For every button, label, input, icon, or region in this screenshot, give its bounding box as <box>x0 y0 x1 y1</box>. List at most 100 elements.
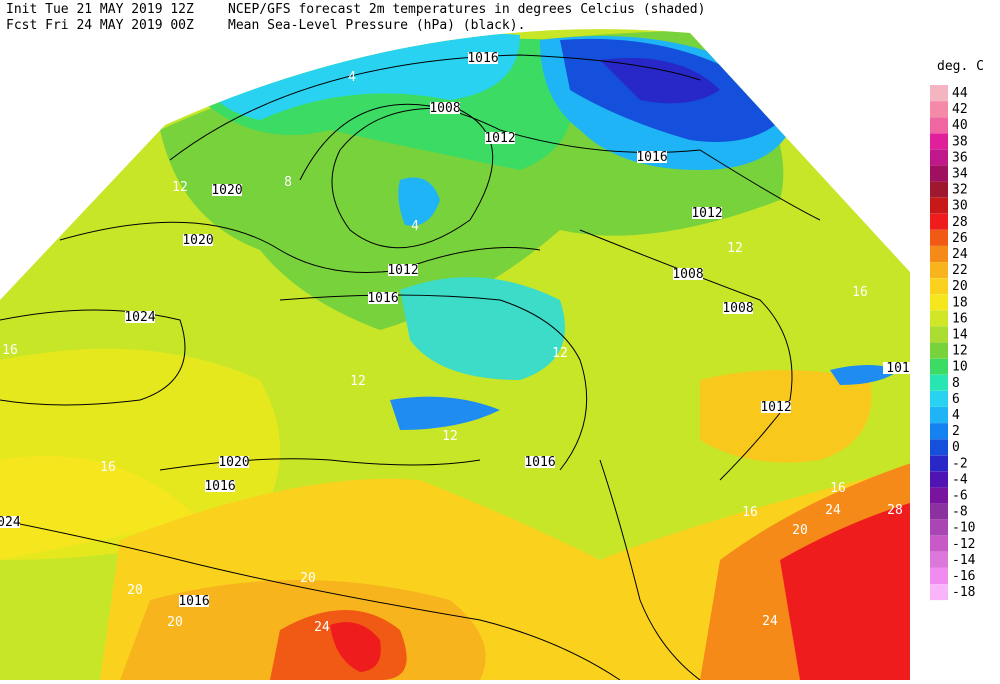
legend-label: 18 <box>952 295 968 310</box>
isobar-label-box <box>368 292 398 304</box>
temperature-label: 28 <box>887 503 903 518</box>
legend-swatch <box>930 101 948 118</box>
temperature-label: 20 <box>300 571 316 586</box>
legend-label: -2 <box>952 456 968 471</box>
legend-label: -8 <box>952 505 968 520</box>
legend-label: 22 <box>952 263 968 278</box>
legend-label: 40 <box>952 118 968 133</box>
isobar-label-box <box>761 401 791 413</box>
map-subtitle: Mean Sea-Level Pressure (hPa) (black). <box>228 18 525 33</box>
isobar-label: 101 <box>886 361 909 376</box>
legend-label: -14 <box>952 553 976 568</box>
temperature-label: 4 <box>241 41 249 56</box>
legend-label: 42 <box>952 102 968 117</box>
isobar-label-box <box>179 595 209 607</box>
isobar-label-box <box>692 207 722 219</box>
legend-label: 16 <box>952 311 968 326</box>
isobar-label-box <box>883 362 913 374</box>
legend-swatch <box>930 471 948 488</box>
isobar-label-box <box>212 184 242 196</box>
isobars <box>0 54 821 681</box>
isobar-label: 1008 <box>672 267 703 282</box>
legend-swatch <box>930 181 948 198</box>
legend-swatch <box>930 407 948 423</box>
isobar-label-box <box>205 480 235 492</box>
legend-label: 10 <box>952 360 968 375</box>
legend-label: 20 <box>952 279 968 294</box>
legend-label: -10 <box>952 521 975 536</box>
isobar-label: 1012 <box>760 400 791 415</box>
map-labels: 1016 1008 1012 1016 1012 1020 1020 1024 1012 1016… <box>0 41 913 635</box>
legend-label: 34 <box>952 167 968 182</box>
legend-label: 12 <box>952 344 968 359</box>
temperature-label: 12 <box>552 346 568 361</box>
temperature-label: 12 <box>350 374 366 389</box>
legend-label: 44 <box>952 86 968 101</box>
legend-label: 6 <box>952 392 960 407</box>
legend-swatch <box>930 503 948 520</box>
legend-swatch <box>930 278 948 295</box>
isobar-label: 1008 <box>722 301 753 316</box>
legend-swatch <box>930 246 948 262</box>
isobar-label-box <box>388 264 418 276</box>
isobar-label: 1020 <box>182 233 213 248</box>
temperature-label: 20 <box>167 615 183 630</box>
legend-label: 30 <box>952 199 968 214</box>
temperature-label: 12 <box>442 429 458 444</box>
legend-label: 32 <box>952 183 968 198</box>
legend-swatch <box>930 133 948 150</box>
isobar-label-box <box>485 132 515 144</box>
isobar-label: 1008 <box>429 101 460 116</box>
legend-swatch <box>930 519 948 536</box>
temperature-label: 16 <box>830 481 846 496</box>
isobar-label-box <box>673 268 703 280</box>
temperature-label: 16 <box>742 505 758 520</box>
legend-swatch <box>930 229 948 246</box>
isobar-label: 1016 <box>467 51 498 66</box>
temperature-label: 24 <box>825 503 841 518</box>
legend-swatch <box>930 390 948 407</box>
legend-label: -12 <box>952 537 975 552</box>
isobar-label: 1016 <box>636 150 667 165</box>
legend-label: 36 <box>952 150 968 165</box>
legend-swatch <box>930 374 948 391</box>
legend-swatch <box>930 165 948 182</box>
map-title: NCEP/GFS forecast 2m temperatures in deg… <box>228 2 705 17</box>
legend-label: -18 <box>952 585 975 600</box>
isobar-label: 1024 <box>124 310 155 325</box>
temperature-label: 16 <box>100 460 116 475</box>
temperature-label: 24 <box>314 620 330 635</box>
isobar-label-box <box>183 234 213 246</box>
forecast-time: Fcst Fri 24 MAY 2019 00Z <box>6 18 194 33</box>
legend-swatch <box>930 149 948 166</box>
isobar-label-box <box>637 151 667 163</box>
legend-swatch <box>930 117 948 134</box>
isobar-label-box <box>430 102 460 114</box>
init-time: Init Tue 21 MAY 2019 12Z <box>6 2 194 17</box>
temperature-label: 20 <box>792 523 808 538</box>
legend-label: 0 <box>952 440 960 455</box>
temperature-label: 8 <box>206 93 214 108</box>
isobar-label-box <box>125 311 155 323</box>
temperature-label: 16 <box>2 343 18 358</box>
legend-swatch <box>930 487 948 504</box>
isobar-label: 1012 <box>387 263 418 278</box>
legend-label: 8 <box>952 376 960 391</box>
legend-swatch <box>930 455 948 472</box>
isobar-label: 1016 <box>367 291 398 306</box>
temperature-label: 4 <box>411 219 419 234</box>
isobar-label: 1020 <box>218 455 249 470</box>
isobar-label: 1016 <box>204 479 235 494</box>
isobar-label: 1012 <box>691 206 722 221</box>
isobar-label-box <box>0 516 20 528</box>
legend-swatch <box>930 197 948 214</box>
temperature-label: 12 <box>727 241 743 256</box>
legend-swatch <box>930 568 948 584</box>
legend-swatch <box>930 423 948 440</box>
isobar-label: 1016 <box>178 594 209 609</box>
legend-label: 38 <box>952 134 968 149</box>
temperature-label: 16 <box>852 285 868 300</box>
temperature-label: 20 <box>127 583 143 598</box>
legend-label: 24 <box>952 247 968 262</box>
isobar-label: 1024 <box>0 515 21 530</box>
